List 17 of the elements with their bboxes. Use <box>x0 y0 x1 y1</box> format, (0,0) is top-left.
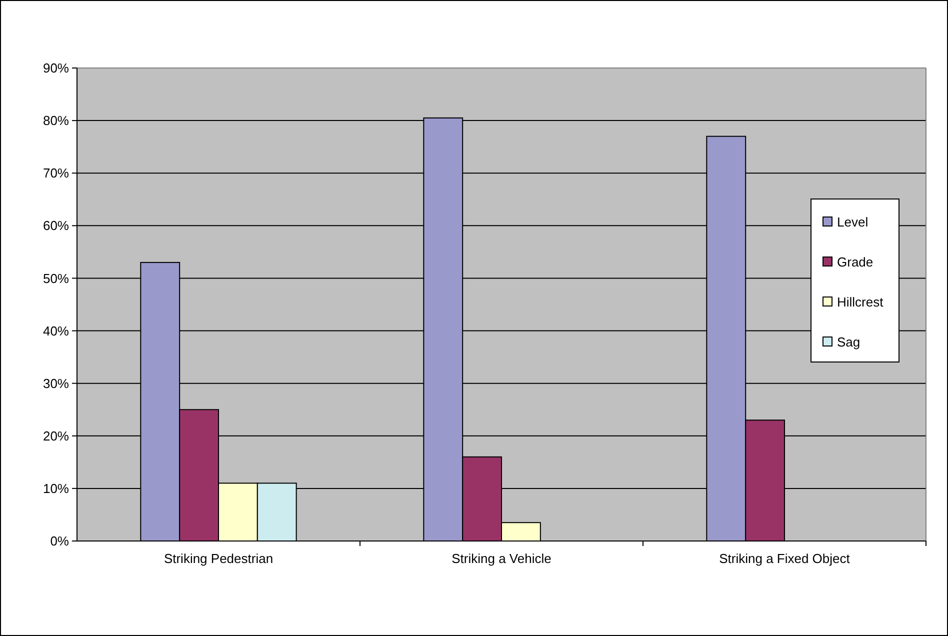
legend-label: Level <box>837 214 868 230</box>
legend-label: Grade <box>837 254 874 270</box>
y-tick-label: 10% <box>42 480 70 496</box>
legend-label: Sag <box>837 334 860 350</box>
y-tick-label: 40% <box>42 323 70 338</box>
y-tick-label: 70% <box>42 166 70 181</box>
y-tick-label: 20% <box>42 428 70 444</box>
x-tick-label: Striking a Fixed Object <box>719 551 850 566</box>
y-tick-label: 90% <box>42 60 70 76</box>
y-tick-label: 30% <box>42 376 70 391</box>
legend-label: Hillcrest <box>837 294 884 310</box>
x-tick-label: Striking a Vehicle <box>452 551 552 566</box>
y-tick-label: 0% <box>50 534 70 549</box>
y-tick-label: 60% <box>42 218 70 234</box>
y-tick-label: 80% <box>42 113 70 128</box>
y-tick-label: 50% <box>42 270 70 286</box>
x-tick-label: Striking Pedestrian <box>164 551 274 566</box>
